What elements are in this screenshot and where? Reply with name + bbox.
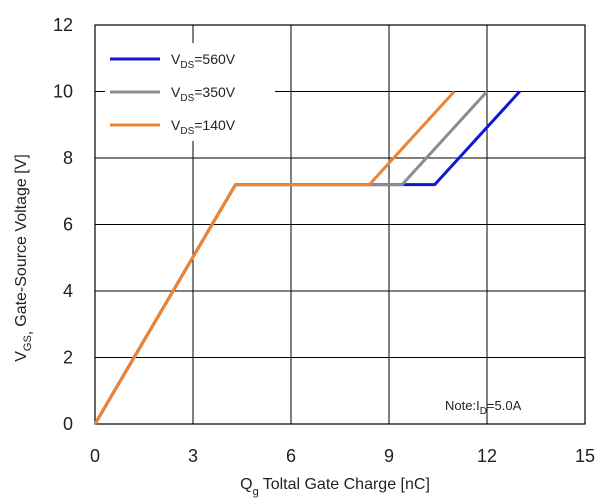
y-tick-label: 10 [53,82,73,102]
legend-label-0: VDS=560V [171,51,236,71]
x-tick-label: 6 [286,446,296,466]
y-tick-label: 2 [63,348,73,368]
y-tick-label: 6 [63,215,73,235]
note-annotation: Note:ID=5.0A [445,398,522,417]
plot-frame [94,24,586,425]
x-tick-label: 15 [575,446,595,466]
legend: VDS=560V VDS=350V VDS=140V [105,43,275,141]
x-axis-label: Qg Toltal Gate Charge [nC] [240,476,430,498]
legend-label-2: VDS=140V [171,117,236,137]
y-tick-label: 0 [63,414,73,434]
y-tick-label: 12 [53,15,73,35]
series-line-2 [93,90,456,425]
x-tick-label: 3 [188,446,198,466]
y-tick-label: 8 [63,148,73,168]
y-axis-label: VGS,Gate-Source Voltage [V] [13,154,35,362]
x-tick-label: 0 [90,446,100,466]
x-tick-labels: 0 3 6 9 12 15 [90,446,595,466]
y-tick-label: 4 [63,281,73,301]
y-tick-labels: 0 2 4 6 8 10 12 [53,15,73,434]
legend-label-1: VDS=350V [171,84,236,104]
x-tick-label: 9 [384,446,394,466]
series-layer [93,90,521,425]
x-tick-label: 12 [477,446,497,466]
